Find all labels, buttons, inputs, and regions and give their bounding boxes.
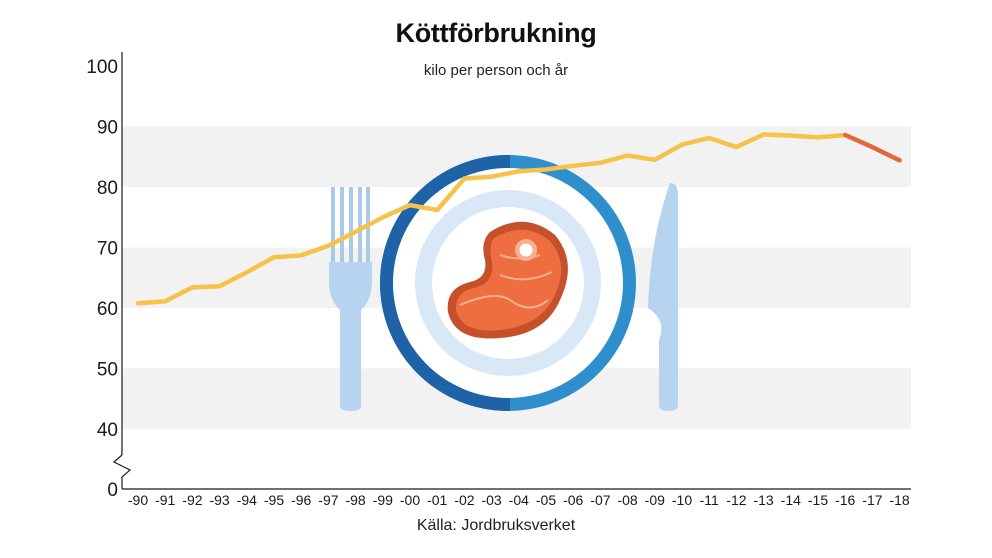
source-note: Källa: Jordbruksverket [416,517,576,534]
x-tick-label: -16 [835,492,855,508]
x-tick-label: -18 [889,492,909,508]
y-tick-label: 80 [97,178,118,199]
x-tick-label: -95 [264,492,284,508]
x-tick-label: -12 [726,492,746,508]
x-tick-label: -98 [345,492,365,508]
x-tick-label: -15 [808,492,828,508]
x-tick-label: -10 [672,492,692,508]
axes [112,52,911,490]
x-tick-label: -06 [563,492,583,508]
x-tick-label: -94 [237,492,257,508]
x-tick-label: -91 [155,492,175,508]
x-tick-label: -08 [617,492,637,508]
x-tick-label: -11 [700,492,719,508]
x-tick-label: -92 [182,492,202,508]
y-tick-label: 100 [86,57,118,78]
series-line [842,132,902,163]
x-tick-label: -07 [590,492,610,508]
chart-subtitle: kilo per person och år [423,62,569,79]
x-tick-label: -97 [318,492,338,508]
x-tick-label: -90 [128,492,148,508]
y-tick-label: 70 [97,239,118,260]
x-tick-label: -09 [645,492,665,508]
x-tick-label: -96 [291,492,311,508]
x-tick-label: -02 [454,492,474,508]
background-bands [122,126,911,429]
x-tick-label: -17 [862,492,882,508]
x-tick-label: -99 [373,492,393,508]
y-tick-label: 90 [97,118,118,139]
x-tick-label: -00 [400,492,420,508]
x-tick-label: -03 [481,492,501,508]
y-tick-label: 0 [107,480,118,501]
knife-icon [648,183,678,411]
steak-icon [447,221,568,339]
x-tick-label: -04 [509,492,529,508]
plate-illustration [329,155,678,411]
x-tick-label: -14 [781,492,801,508]
x-tick-label: -05 [536,492,556,508]
x-tick-label: -13 [753,492,773,508]
x-tick-label: -93 [209,492,229,508]
chart-title: Köttförbrukning [395,18,597,48]
x-tick-label: -01 [427,492,447,508]
y-tick-label: 60 [97,299,118,320]
series-line [135,132,848,306]
y-tick-label: 40 [97,420,118,441]
y-tick-label: 50 [97,360,118,381]
